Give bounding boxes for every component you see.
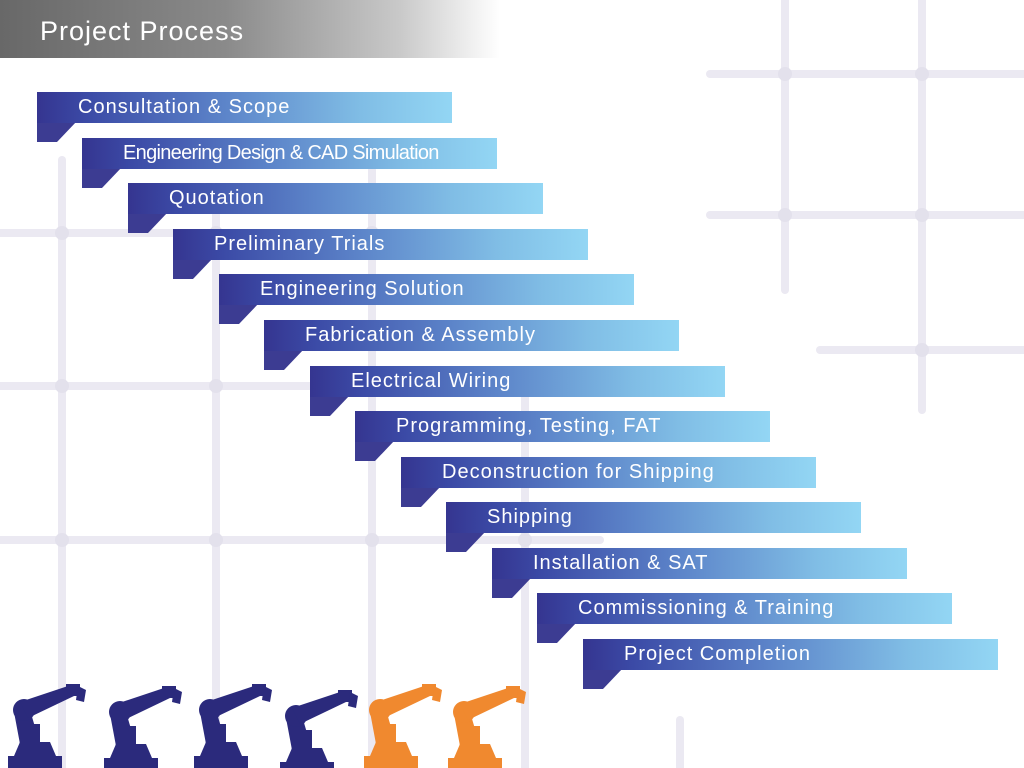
step-label: Consultation & Scope: [78, 96, 291, 118]
process-step: Commissioning & Training: [537, 593, 952, 647]
step-tab: [128, 212, 168, 233]
process-step: Consultation & Scope: [37, 92, 452, 146]
step-bar: [128, 183, 543, 214]
step-tab: [264, 349, 304, 370]
step-tab: [446, 531, 486, 552]
step-label: Project Completion: [624, 643, 811, 665]
robot-arms-row: [8, 684, 526, 768]
step-label: Engineering Design & CAD Simulation: [123, 142, 439, 164]
process-step: Project Completion: [583, 639, 998, 693]
step-tab: [401, 486, 441, 507]
step-label: Commissioning & Training: [578, 597, 835, 619]
process-step: Engineering Design & CAD Simulation: [82, 138, 497, 192]
process-step: Fabrication & Assembly: [264, 320, 679, 374]
step-tab: [82, 167, 122, 188]
step-bar: [173, 229, 588, 260]
title-bar: Project Process: [0, 0, 500, 58]
industrial-robot-arm-icon: [280, 690, 358, 768]
step-label: Engineering Solution: [260, 278, 465, 300]
step-label: Programming, Testing, FAT: [396, 415, 662, 437]
step-tab: [355, 440, 395, 461]
step-bar: [355, 411, 770, 442]
page-title: Project Process: [40, 16, 245, 46]
step-bar: [264, 320, 679, 351]
step-label: Fabrication & Assembly: [305, 324, 536, 346]
process-step: Engineering Solution: [219, 274, 634, 328]
step-bar: [219, 274, 634, 305]
step-label: Deconstruction for Shipping: [442, 461, 715, 483]
step-tab: [310, 395, 350, 416]
step-label: Electrical Wiring: [351, 370, 512, 392]
step-tab: [583, 668, 623, 689]
process-step: Quotation: [128, 183, 543, 237]
process-step: Electrical Wiring: [310, 366, 725, 420]
step-bar: [401, 457, 816, 488]
step-tab: [37, 121, 77, 142]
step-bar: [583, 639, 998, 670]
step-label: Preliminary Trials: [214, 233, 386, 255]
step-tab: [173, 258, 213, 279]
industrial-robot-arm-icon: [194, 684, 272, 768]
industrial-robot-arm-icon: [104, 686, 182, 768]
step-tab: [492, 577, 532, 598]
step-bar: [446, 502, 861, 533]
step-tab: [219, 303, 259, 324]
process-step: Preliminary Trials: [173, 229, 588, 283]
step-label: Shipping: [487, 506, 573, 528]
industrial-robot-arm-icon: [448, 686, 526, 768]
process-step: Programming, Testing, FAT: [355, 411, 770, 465]
step-label: Installation & SAT: [533, 552, 709, 574]
step-bar: [310, 366, 725, 397]
step-bar: [537, 593, 952, 624]
step-label: Quotation: [169, 187, 265, 209]
process-step: Deconstruction for Shipping: [401, 457, 816, 511]
step-bar: [82, 138, 497, 169]
process-step: Shipping: [446, 502, 861, 556]
industrial-robot-arm-icon: [364, 684, 442, 768]
step-bar: [492, 548, 907, 579]
industrial-robot-arm-icon: [8, 684, 86, 768]
process-step: Installation & SAT: [492, 548, 907, 602]
step-tab: [537, 622, 577, 643]
step-bar: [37, 92, 452, 123]
